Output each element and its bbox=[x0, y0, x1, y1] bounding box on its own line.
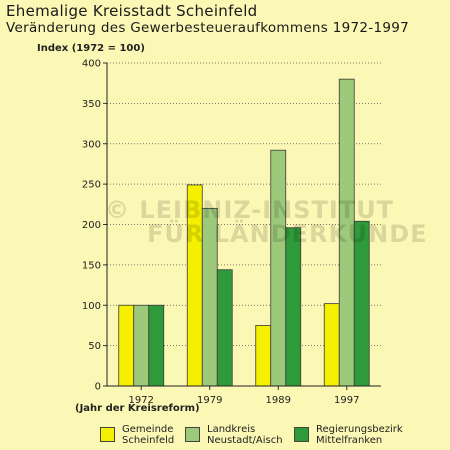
bar-1989-3 bbox=[285, 227, 302, 387]
bar-1972-2 bbox=[133, 304, 150, 387]
legend-label-landkreis: Landkreis Neustadt/Aisch bbox=[207, 424, 283, 446]
y-tick-label: 200 bbox=[82, 220, 101, 231]
bar-1979-2 bbox=[201, 207, 218, 387]
x-axis-label: (Jahr der Kreisreform) bbox=[75, 403, 200, 414]
bar-1989-1 bbox=[255, 325, 272, 387]
y-tick-label: 0 bbox=[95, 382, 101, 393]
x-tick-label: 1979 bbox=[197, 395, 222, 406]
bar-1997-3 bbox=[353, 220, 370, 387]
legend-label-line: Neustadt/Aisch bbox=[207, 435, 283, 446]
x-tick-label: 1989 bbox=[266, 395, 291, 406]
y-tick-label: 250 bbox=[82, 180, 101, 191]
legend-label-regierungsbezirk: Regierungsbezirk Mittelfranken bbox=[316, 424, 403, 446]
bar-1972-3 bbox=[148, 304, 165, 387]
legend-label-line: Regierungsbezirk bbox=[316, 424, 403, 435]
y-tick-label: 100 bbox=[82, 301, 101, 312]
x-tick-label: 1972 bbox=[129, 395, 154, 406]
legend-swatch-gemeinde bbox=[100, 427, 115, 442]
chart-subtitle: Veränderung des Gewerbesteueraufkommens … bbox=[6, 20, 410, 36]
chart-title: Ehemalige Kreisstadt Scheinfeld bbox=[6, 2, 258, 20]
legend-label-line: Mittelfranken bbox=[316, 435, 383, 446]
bar-1989-2 bbox=[270, 149, 287, 387]
y-tick-label: 150 bbox=[82, 260, 101, 271]
y-tick-label: 300 bbox=[82, 139, 101, 150]
bar-1997-2 bbox=[338, 78, 355, 387]
legend-swatch-regierungsbezirk bbox=[294, 427, 309, 442]
bar-1997-1 bbox=[323, 303, 340, 387]
bar-1979-1 bbox=[186, 184, 203, 387]
x-tick-label: 1997 bbox=[334, 395, 359, 406]
legend-label-line: Gemeinde bbox=[122, 424, 174, 435]
y-tick-label: 350 bbox=[82, 99, 101, 110]
legend-swatch-landkreis bbox=[185, 427, 200, 442]
y-axis-label: Index (1972 = 100) bbox=[37, 43, 145, 54]
legend-label-line: Landkreis bbox=[207, 424, 256, 435]
legend-label-line: Scheinfeld bbox=[122, 435, 175, 446]
y-tick-label: 400 bbox=[82, 59, 101, 70]
legend-label-gemeinde: Gemeinde Scheinfeld bbox=[122, 424, 174, 446]
bar-1979-3 bbox=[216, 269, 233, 387]
bar-1972-1 bbox=[118, 304, 135, 387]
y-tick-label: 50 bbox=[88, 341, 101, 352]
